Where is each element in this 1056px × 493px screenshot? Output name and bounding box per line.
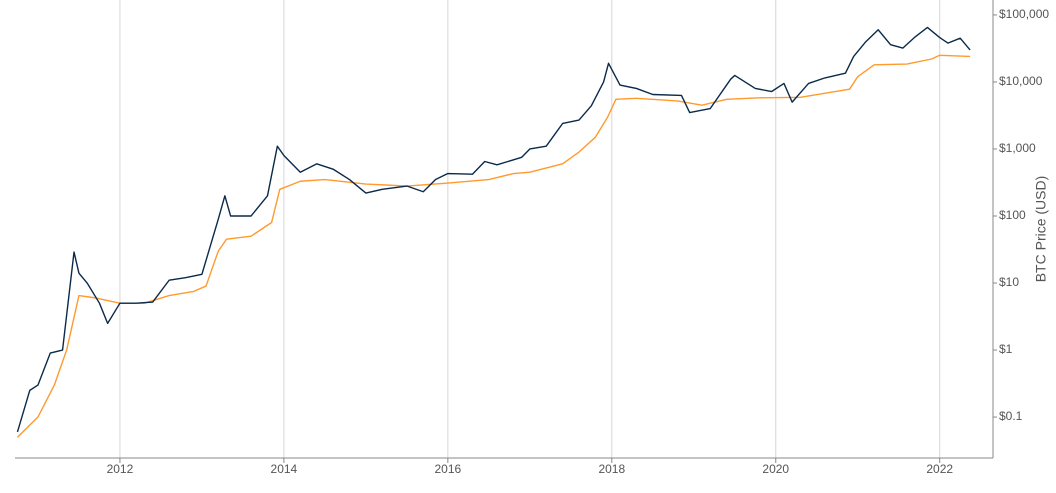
y-tick-label: $1,000 — [999, 141, 1036, 155]
x-tick-label: 2014 — [271, 462, 298, 476]
y-tick-label: $10,000 — [999, 74, 1043, 88]
y-tick-label: $100 — [999, 208, 1026, 222]
y-tick-label: $0.1 — [999, 409, 1023, 423]
price-line — [16, 54, 971, 438]
price-line — [16, 26, 971, 433]
x-tick-label: 2020 — [762, 462, 789, 476]
y-axis-title: BTC Price (USD) — [1033, 176, 1049, 283]
x-tick-label: 2012 — [107, 462, 134, 476]
x-tick-label: 2016 — [434, 462, 461, 476]
y-tick-label: $100,000 — [999, 7, 1049, 21]
x-tick-label: 2018 — [598, 462, 625, 476]
y-tick-label: $10 — [999, 275, 1019, 289]
x-tick-label: 2022 — [926, 462, 953, 476]
y-tick-label: $1 — [999, 342, 1013, 356]
